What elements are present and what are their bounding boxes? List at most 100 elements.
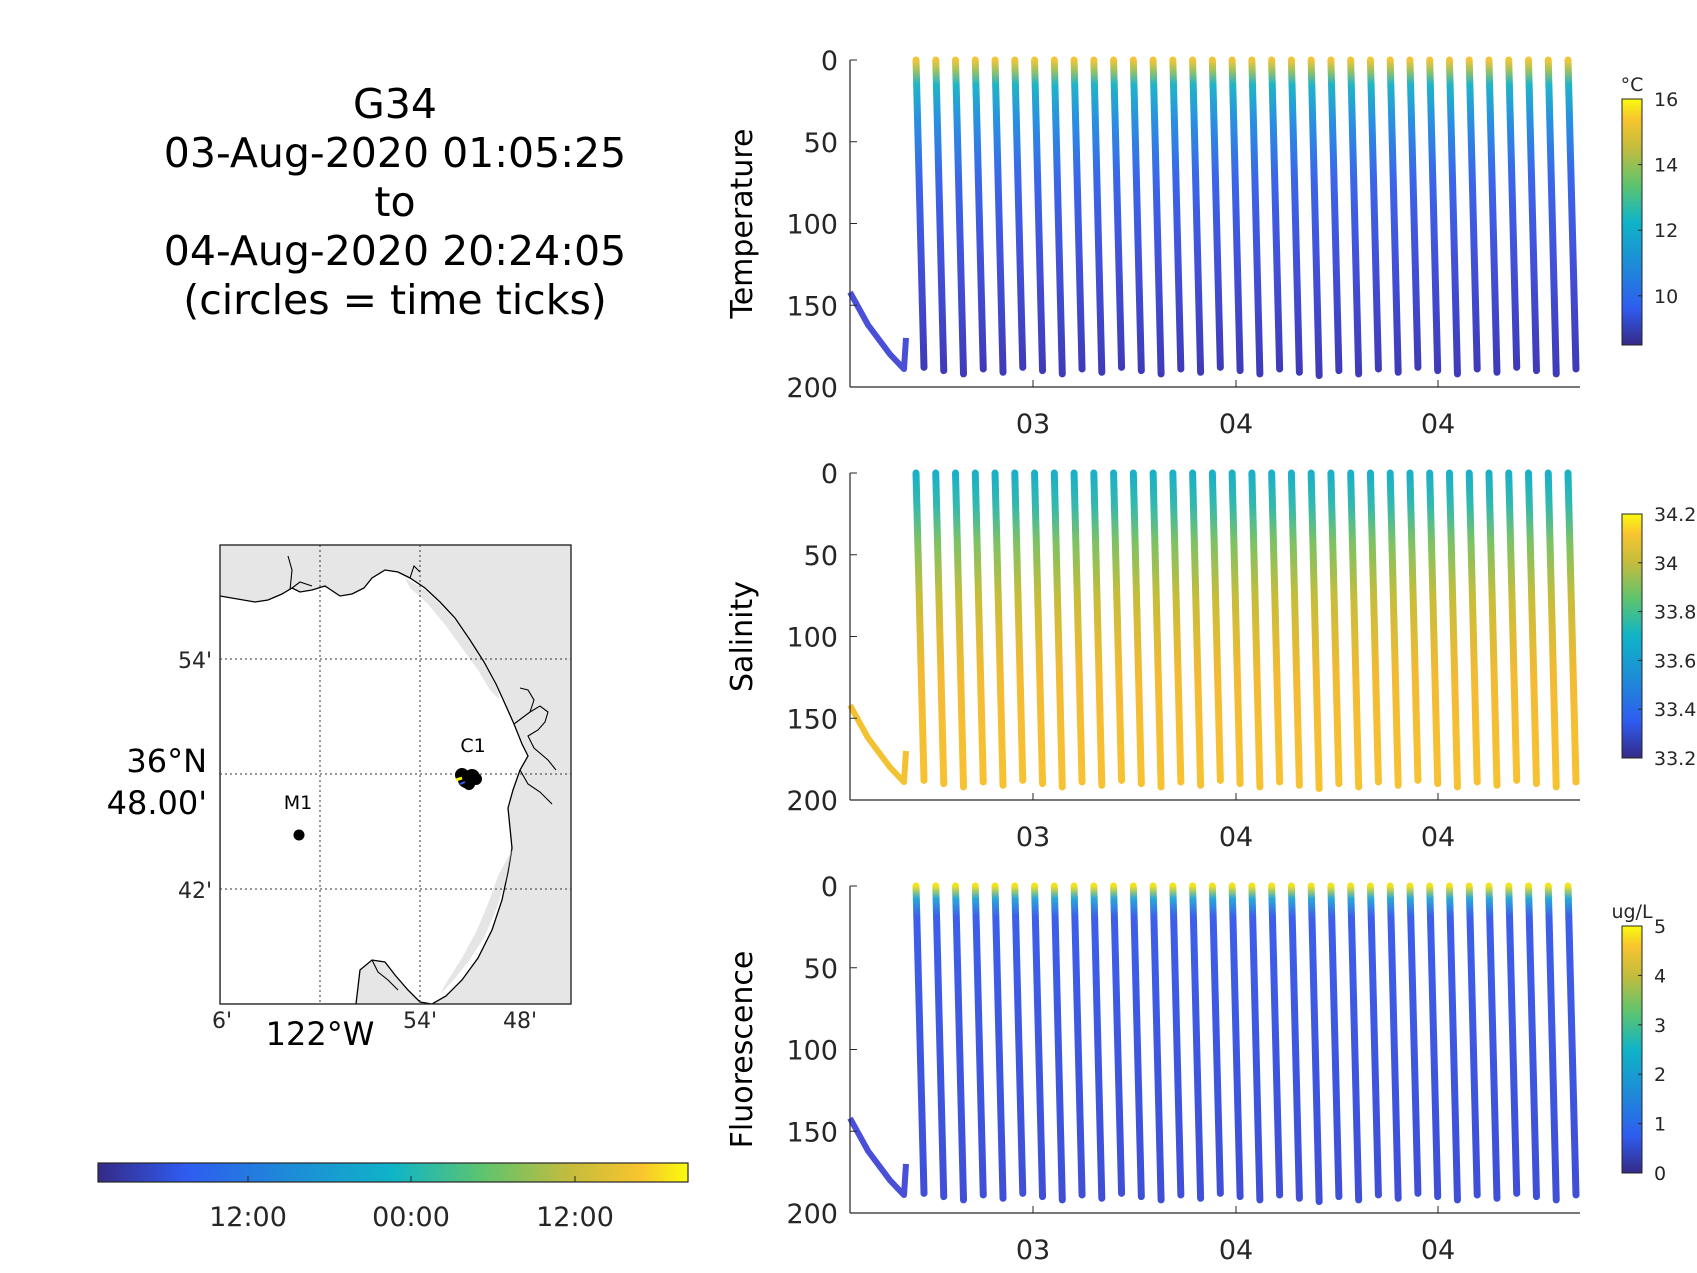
salinity-profile bbox=[1445, 469, 1461, 791]
temperature-profile bbox=[1031, 56, 1047, 375]
salinity-profile bbox=[1050, 469, 1066, 791]
fluorescence-profile bbox=[1347, 882, 1363, 1204]
map-bay-shading-south bbox=[440, 850, 512, 994]
salinity-profile bbox=[1248, 469, 1264, 791]
salinity-profile bbox=[1149, 469, 1165, 791]
salinity-y-axis-label: Salinity bbox=[725, 581, 760, 692]
map-lon-tick-48: 48' bbox=[503, 1009, 537, 1034]
fluorescence-colorbar-tick-label: 0 bbox=[1654, 1163, 1666, 1185]
map-bay-shading bbox=[405, 578, 500, 700]
figure-title: G34 03-Aug-2020 01:05:25 to 04-Aug-2020 … bbox=[130, 80, 660, 325]
temperature-profile bbox=[1505, 56, 1521, 371]
temperature-colorbar-tick-label: 16 bbox=[1654, 89, 1678, 111]
fluorescence-initial-segment bbox=[847, 1116, 909, 1199]
temperature-profile bbox=[1070, 56, 1086, 373]
salinity-profile bbox=[1505, 469, 1521, 784]
temperature-profile bbox=[991, 56, 1007, 376]
map-ocean bbox=[220, 569, 529, 1004]
salinity-profile bbox=[1327, 469, 1343, 788]
map-river-east bbox=[513, 687, 557, 805]
salinity-x-tick-label: 04 bbox=[1421, 822, 1455, 853]
salinity-profile bbox=[912, 469, 928, 784]
salinity-profile bbox=[932, 469, 948, 788]
salinity-profile bbox=[1465, 469, 1481, 786]
temperature-profile bbox=[1544, 56, 1560, 378]
fluorescence-profile bbox=[1307, 882, 1323, 1206]
fluorescence-y-axis-label: Fluorescence bbox=[725, 951, 760, 1149]
salinity-profile bbox=[1386, 469, 1402, 789]
temperature-y-tick-label: 150 bbox=[786, 291, 838, 322]
time-colorbar: 12:00 00:00 12:00 bbox=[97, 1162, 689, 1233]
salinity-profile bbox=[1287, 469, 1303, 789]
fluorescence-y-tick-label: 100 bbox=[786, 1036, 838, 1067]
temperature-profile bbox=[1445, 56, 1461, 378]
station-m1-marker[interactable] bbox=[293, 829, 305, 841]
fluorescence-colorbar-tick-label: 1 bbox=[1654, 1114, 1666, 1136]
salinity-y-tick-label: 100 bbox=[786, 623, 838, 654]
temperature-profile bbox=[1386, 56, 1402, 376]
fluorescence-x-tick-label: 04 bbox=[1421, 1235, 1455, 1266]
salinity-profile bbox=[1268, 469, 1284, 786]
fluorescence-profile bbox=[1386, 882, 1402, 1202]
temperature-colorbar-bar bbox=[1621, 98, 1643, 346]
fluorescence-profile bbox=[912, 882, 928, 1197]
fluorescence-colorbar-tick-label: 4 bbox=[1654, 965, 1666, 987]
temperature-profile bbox=[1129, 56, 1145, 375]
temperature-y-tick-label: 100 bbox=[786, 210, 838, 241]
fluorescence-colorbar-tick-label: 5 bbox=[1654, 916, 1666, 938]
map-lon-tick-6: 6' bbox=[212, 1009, 232, 1034]
temperature-x-tick-label: 04 bbox=[1421, 409, 1455, 440]
salinity-profile bbox=[1129, 469, 1145, 788]
temperature-profile bbox=[1050, 56, 1066, 378]
station-c1-label: C1 bbox=[460, 735, 485, 757]
map-panel[interactable]: 54' 36°N 48.00' 42' 6' 122°W 54' 48' M1 … bbox=[107, 544, 572, 1053]
temperature-profile bbox=[1287, 56, 1303, 376]
fluorescence-profile bbox=[1208, 882, 1224, 1197]
temperature-colorbar: 16 14 12 10 °C bbox=[1621, 74, 1678, 346]
salinity-panel: 0 50 100 150 200 03 04 04 Salinity 34.2 34 33.8 33.6… bbox=[725, 459, 1696, 853]
salinity-profile bbox=[1110, 469, 1126, 784]
fluorescence-profile bbox=[1110, 882, 1126, 1197]
temperature-profile bbox=[1524, 56, 1540, 375]
salinity-profile bbox=[1544, 469, 1560, 791]
salinity-colorbar-tick-label: 33.8 bbox=[1654, 602, 1696, 624]
salinity-profile bbox=[1307, 469, 1323, 793]
salinity-profile bbox=[1347, 469, 1363, 791]
fluorescence-profile bbox=[1366, 882, 1382, 1199]
salinity-y-tick-label: 50 bbox=[804, 541, 838, 572]
fluorescence-profile bbox=[1544, 882, 1560, 1204]
temperature-profile bbox=[1149, 56, 1165, 378]
fluorescence-y-tick-label: 50 bbox=[804, 954, 838, 985]
temperature-initial-segment bbox=[847, 290, 909, 373]
salinity-y-tick-label: 200 bbox=[786, 786, 838, 817]
fluorescence-profile bbox=[1505, 882, 1521, 1197]
time-colorbar-tick-3: 12:00 bbox=[536, 1202, 614, 1233]
salinity-profile bbox=[1169, 469, 1185, 786]
salinity-profile bbox=[1366, 469, 1382, 786]
fluorescence-profile bbox=[1426, 882, 1442, 1201]
salinity-y-tick-label: 0 bbox=[821, 459, 838, 490]
salinity-x-tick-label: 04 bbox=[1219, 822, 1253, 853]
salinity-profile bbox=[1090, 469, 1106, 789]
temperature-profile bbox=[1485, 56, 1501, 376]
salinity-colorbar-tick-label: 33.4 bbox=[1654, 699, 1696, 721]
fluorescence-profile bbox=[952, 882, 968, 1204]
salinity-profile bbox=[1426, 469, 1442, 788]
map-lon-major-label: 122°W bbox=[266, 1015, 375, 1053]
fluorescence-profile bbox=[1129, 882, 1145, 1201]
fluorescence-colorbar-bar bbox=[1621, 925, 1643, 1174]
temperature-profile bbox=[1011, 56, 1027, 371]
temperature-panel: 0 50 100 150 200 03 04 04 Temperature 16 14 12 10 °C bbox=[725, 46, 1678, 440]
fluorescence-y-tick-label: 200 bbox=[786, 1199, 838, 1230]
salinity-profile bbox=[1189, 469, 1205, 789]
map-lat-major-label: 36°N bbox=[126, 742, 207, 780]
glider-track[interactable] bbox=[455, 768, 482, 790]
salinity-profile bbox=[1524, 469, 1540, 788]
salinity-x-tick-label: 03 bbox=[1016, 822, 1050, 853]
fluorescence-profile bbox=[1169, 882, 1185, 1199]
fluorescence-profile bbox=[1090, 882, 1106, 1202]
map-grid bbox=[220, 545, 571, 1004]
temperature-profile bbox=[1268, 56, 1284, 373]
title-line-glider: G34 bbox=[353, 80, 437, 128]
